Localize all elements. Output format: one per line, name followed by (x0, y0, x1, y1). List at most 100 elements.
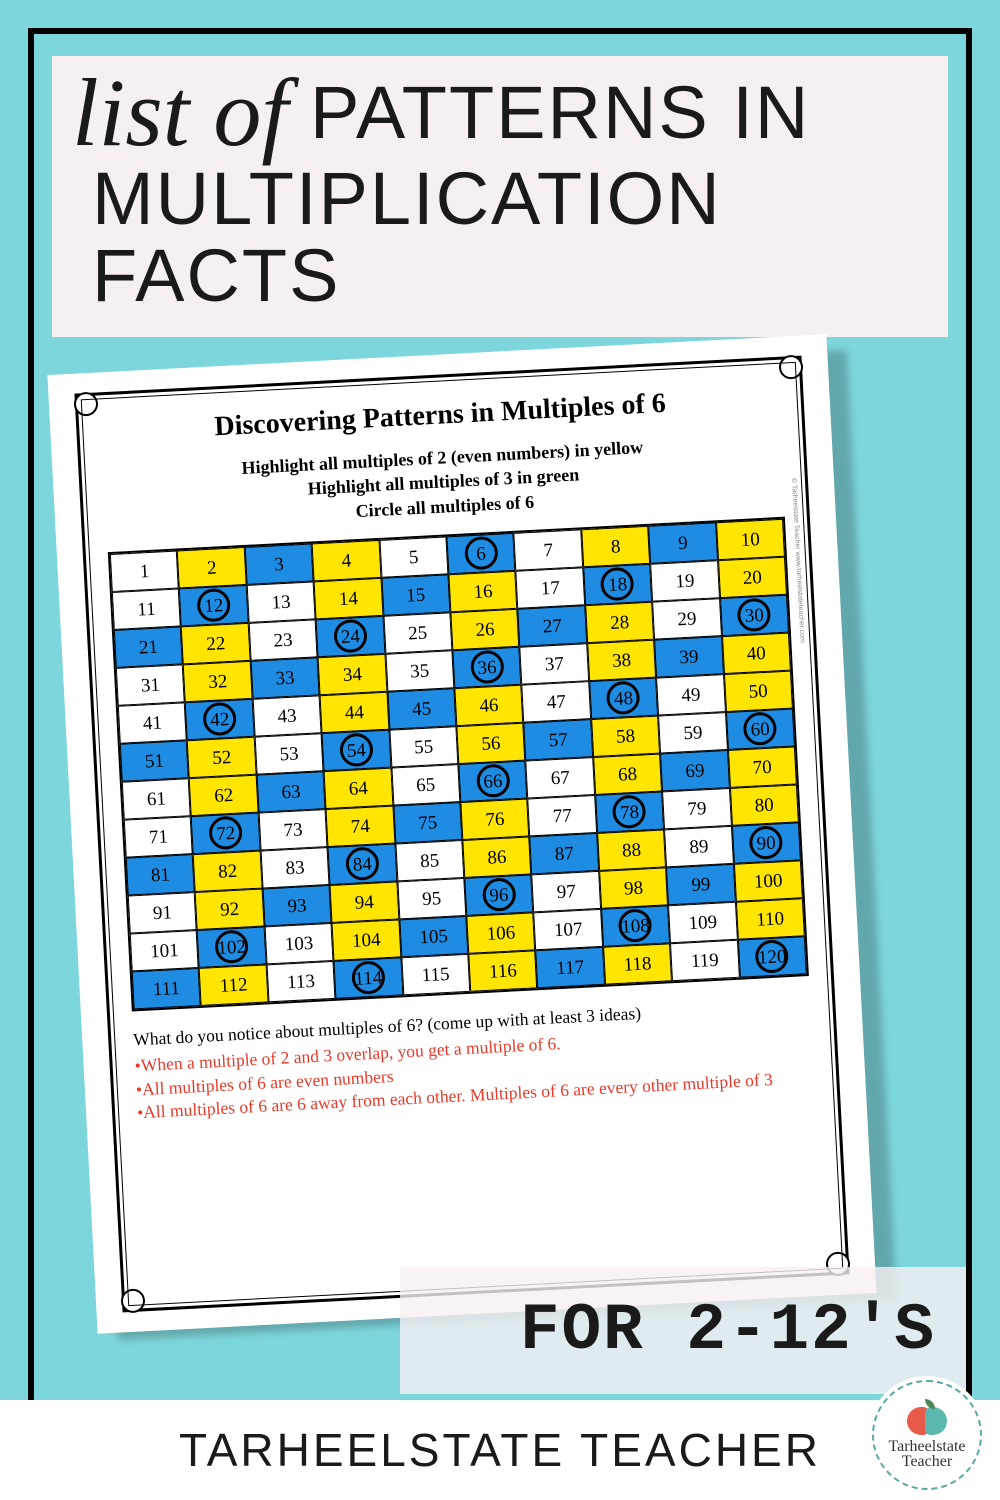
circle-mark-icon (339, 732, 374, 767)
grid-cell: 56 (456, 723, 525, 764)
grid-cell: 52 (187, 737, 256, 778)
grid-cell: 24 (316, 616, 385, 657)
grid-cell: 59 (658, 712, 727, 753)
circle-mark-icon (202, 702, 237, 737)
grid-cell: 8 (581, 526, 650, 567)
grid-cell: 104 (332, 919, 401, 960)
grid-cell: 87 (530, 833, 599, 874)
copyright-text: © Tarheelstate Teacher www.tarheelstatet… (790, 478, 806, 643)
grid-cell: 97 (532, 871, 601, 912)
title-script: list of (72, 75, 288, 152)
hundreds-chart: 1234567891011121314151617181920212223242… (108, 517, 809, 1012)
grid-cell: 110 (736, 898, 805, 939)
grid-cell: 16 (448, 571, 517, 612)
grid-cell: 109 (668, 902, 737, 943)
circle-mark-icon (737, 597, 772, 632)
grid-cell: 10 (716, 519, 785, 560)
grid-cell: 90 (732, 822, 801, 863)
grid-cell: 99 (666, 864, 735, 905)
grid-cell: 46 (454, 685, 523, 726)
grid-cell: 112 (199, 964, 268, 1005)
grid-cell: 26 (450, 609, 519, 650)
grid-cell: 53 (254, 733, 323, 774)
grid-cell: 49 (656, 674, 725, 715)
grid-cell: 96 (464, 874, 533, 915)
grid-cell: 47 (522, 681, 591, 722)
title-line2: MULTIPLICATION FACTS (92, 157, 722, 318)
grid-cell: 93 (262, 885, 331, 926)
worksheet-instructions: Highlight all multiples of 2 (even numbe… (103, 428, 784, 536)
grid-cell: 64 (324, 768, 393, 809)
grid-cell: 38 (587, 640, 656, 681)
grid-cell: 44 (320, 692, 389, 733)
circle-mark-icon (612, 794, 647, 829)
grid-cell: 42 (185, 699, 254, 740)
grid-cell: 92 (195, 888, 264, 929)
apple-icon (907, 1401, 947, 1437)
circle-mark-icon (470, 650, 505, 685)
circle-mark-icon (606, 680, 641, 715)
grid-cell: 82 (193, 850, 262, 891)
grid-cell: 80 (730, 784, 799, 825)
for-range-block: FOR 2-12'S (400, 1267, 966, 1394)
grid-cell: 7 (514, 529, 583, 570)
circle-mark-icon (600, 567, 635, 602)
grid-cell: 68 (593, 753, 662, 794)
grid-cell: 9 (648, 522, 717, 563)
circle-mark-icon (214, 929, 249, 964)
grid-cell: 88 (597, 829, 666, 870)
grid-cell: 35 (385, 650, 454, 691)
circle-mark-icon (464, 536, 499, 571)
grid-cell: 43 (252, 695, 321, 736)
grid-cell: 77 (528, 795, 597, 836)
grid-cell: 73 (258, 809, 327, 850)
grid-cell: 119 (670, 940, 739, 981)
grid-cell: 31 (116, 664, 185, 705)
grid-cell: 39 (654, 636, 723, 677)
grid-cell: 85 (395, 840, 464, 881)
circle-mark-icon (345, 846, 380, 881)
grid-cell: 106 (466, 912, 535, 953)
grid-cell: 101 (130, 930, 199, 971)
grid-cell: 36 (452, 647, 521, 688)
grid-cell: 94 (330, 881, 399, 922)
logo-text-1: Tarheelstate (888, 1439, 965, 1454)
grid-cell: 55 (389, 726, 458, 767)
grid-cell: 71 (124, 816, 193, 857)
grid-cell: 22 (181, 623, 250, 664)
grid-cell: 34 (318, 654, 387, 695)
grid-cell: 28 (585, 602, 654, 643)
grid-cell: 100 (734, 860, 803, 901)
circle-mark-icon (482, 877, 517, 912)
grid-cell: 118 (603, 943, 672, 984)
logo-text-2: Teacher (902, 1454, 952, 1469)
circle-mark-icon (749, 825, 784, 860)
grid-cell: 50 (724, 670, 793, 711)
grid-cell: 17 (516, 567, 585, 608)
grid-cell: 111 (132, 968, 201, 1009)
grid-cell: 70 (728, 746, 797, 787)
grid-cell: 23 (248, 619, 317, 660)
grid-cell: 76 (460, 798, 529, 839)
grid-cell: 91 (128, 892, 197, 933)
circle-mark-icon (755, 939, 790, 974)
grid-cell: 18 (583, 564, 652, 605)
grid-cell: 84 (328, 843, 397, 884)
grid-cell: 21 (114, 626, 183, 667)
grid-cell: 114 (334, 957, 403, 998)
grid-cell: 54 (322, 730, 391, 771)
grid-cell: 103 (264, 923, 333, 964)
grid-cell: 108 (601, 905, 670, 946)
grid-cell: 2 (177, 547, 246, 588)
grid-cell: 78 (595, 791, 664, 832)
grid-cell: 98 (599, 867, 668, 908)
grid-cell: 20 (718, 557, 787, 598)
grid-cell: 15 (381, 574, 450, 615)
grid-cell: 116 (468, 950, 537, 991)
grid-cell: 30 (720, 595, 789, 636)
grid-cell: 58 (591, 715, 660, 756)
grid-cell: 60 (726, 708, 795, 749)
grid-cell: 113 (266, 961, 335, 1002)
grid-cell: 14 (314, 578, 383, 619)
grid-cell: 48 (589, 678, 658, 719)
